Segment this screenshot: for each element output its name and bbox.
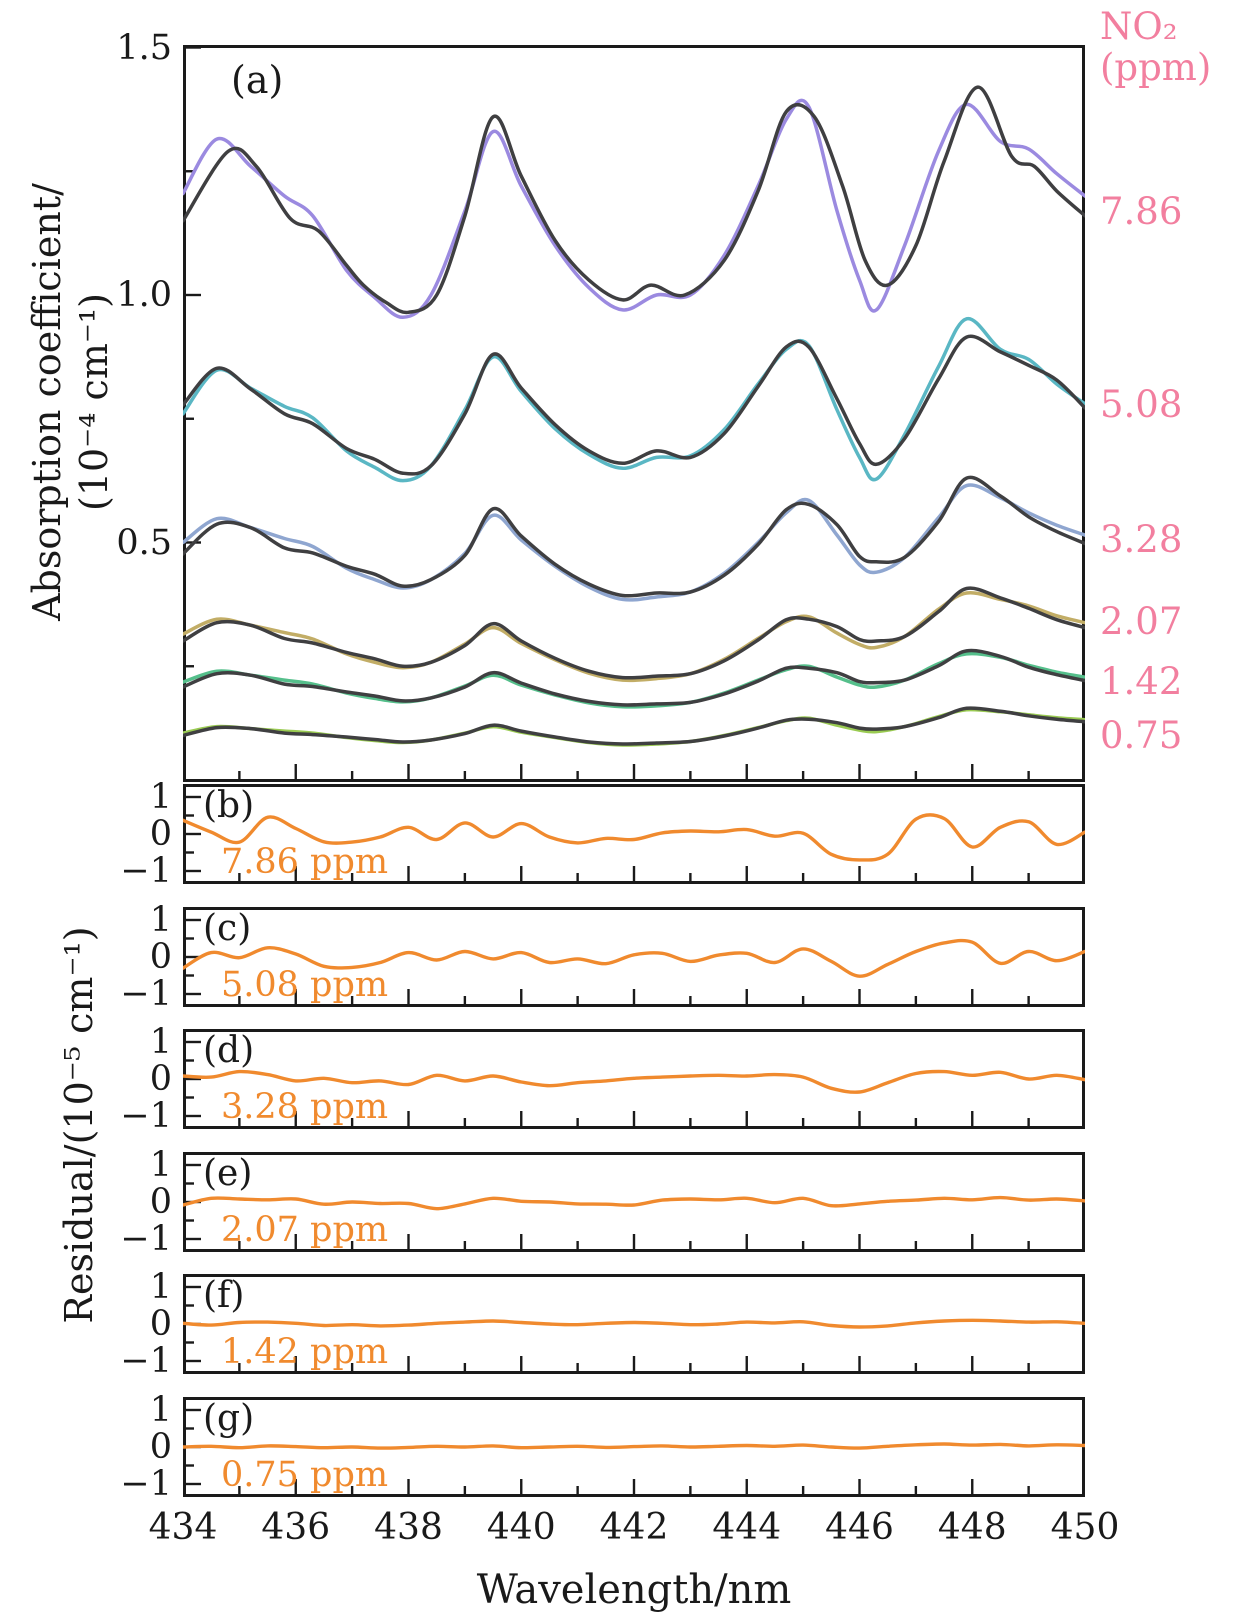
- y-tick-label-residual: 1: [149, 1267, 172, 1308]
- residual-curve-5.08: [183, 938, 1085, 978]
- residual-ppm-label: 7.86 ppm: [221, 842, 389, 882]
- curve-measured-5.08: [183, 334, 1085, 476]
- y-tick-label-residual: 1: [149, 777, 172, 817]
- y-tick-label-residual: 0: [149, 1304, 172, 1345]
- panel-a-letter: (a): [231, 58, 284, 102]
- y-tick-label-residual: 0: [149, 1427, 172, 1467]
- x-tick-label-440: 440: [486, 1507, 556, 1548]
- y-tick-label-a: 1.5: [116, 27, 172, 68]
- y-axis-title-absorption-line2: (10⁻⁴ cm⁻¹): [72, 293, 116, 511]
- residual-curve-2.07: [183, 1195, 1085, 1211]
- curve-measured-3.28: [183, 475, 1085, 598]
- panel-letter: (f): [203, 1275, 245, 1317]
- y-axis-title-absorption-line1: Absorption coefficient/: [25, 183, 69, 621]
- curve-fitted-7.86: [183, 98, 1085, 320]
- residual-ppm-label: 5.08 ppm: [221, 964, 389, 1005]
- y-tick-label-a: 0.5: [116, 522, 172, 563]
- right-legend-header: NO₂ (ppm): [1100, 6, 1211, 88]
- panel-letter: (e): [203, 1152, 253, 1194]
- legend-concentration-1.42: 1.42: [1100, 660, 1183, 703]
- y-tick-label-residual: −1: [120, 973, 172, 1014]
- right-legend-header-line1: NO₂: [1100, 5, 1178, 48]
- y-tick-label-residual: 1: [149, 1022, 172, 1063]
- y-tick-label-residual: 0: [149, 1059, 172, 1100]
- x-tick-label-442: 442: [599, 1507, 669, 1548]
- plot-frame: [183, 45, 1085, 782]
- y-tick-label-residual: −1: [120, 1341, 172, 1382]
- panel-letter: (g): [203, 1398, 255, 1439]
- curve-fitted-5.08: [183, 317, 1085, 483]
- y-axis-title-absorption: Absorption coefficient/ (10⁻⁴ cm⁻¹): [24, 152, 120, 652]
- panel-letter: (d): [203, 1030, 255, 1072]
- legend-concentration-7.86: 7.86: [1100, 190, 1183, 233]
- residual-ppm-label: 2.07 ppm: [221, 1209, 389, 1250]
- x-tick-label-444: 444: [712, 1507, 782, 1548]
- panel-d-residual-plot: [183, 1029, 1085, 1130]
- curve-measured-0.75: [183, 706, 1085, 746]
- curve-fitted-3.28: [183, 483, 1085, 602]
- y-tick-label-residual: −1: [120, 851, 172, 891]
- legend-concentration-5.08: 5.08: [1100, 383, 1183, 426]
- panel-g-residual-plot: [183, 1397, 1085, 1497]
- legend-concentration-3.28: 3.28: [1100, 518, 1183, 561]
- panel-e-residual-plot: [183, 1151, 1085, 1252]
- x-axis-title: Wavelength/nm: [476, 1567, 792, 1613]
- x-tick-label-450: 450: [1050, 1507, 1120, 1548]
- x-tick-label-448: 448: [937, 1507, 1007, 1548]
- residual-ppm-label: 0.75 ppm: [221, 1455, 389, 1495]
- residual-curve-3.28: [183, 1069, 1085, 1095]
- panel-f-residual-plot: [183, 1274, 1085, 1375]
- legend-concentration-0.75: 0.75: [1100, 714, 1183, 757]
- curve-fitted-2.07: [183, 590, 1085, 683]
- curve-measured-7.86: [183, 85, 1085, 315]
- legend-concentration-2.07: 2.07: [1100, 600, 1183, 643]
- x-tick-label-436: 436: [261, 1507, 331, 1548]
- right-legend-header-line2: (ppm): [1100, 46, 1212, 89]
- y-tick-label-residual: 0: [149, 814, 172, 854]
- residual-curve-1.42: [183, 1318, 1085, 1330]
- y-tick-label-residual: 1: [149, 1390, 172, 1430]
- panel-b-residual-plot: [183, 784, 1085, 884]
- panel-letter: (b): [203, 785, 255, 826]
- x-tick-label-446: 446: [825, 1507, 894, 1548]
- y-tick-label-residual: 0: [149, 1181, 172, 1222]
- y-tick-label-residual: −1: [120, 1096, 172, 1137]
- residual-ppm-label: 1.42 ppm: [221, 1332, 389, 1373]
- panel-letter: (c): [203, 907, 252, 949]
- x-tick-label-434: 434: [148, 1507, 218, 1548]
- plot-frame: [183, 906, 1085, 1007]
- curve-measured-1.42: [183, 648, 1085, 707]
- y-tick-label-a: 1.0: [116, 275, 172, 315]
- y-tick-label-residual: −1: [120, 1218, 172, 1259]
- y-tick-label-residual: 0: [149, 936, 172, 977]
- residual-ppm-label: 3.28 ppm: [221, 1087, 389, 1128]
- panel-a-spectra-plot: [183, 45, 1085, 782]
- y-tick-label-residual: 1: [149, 1144, 172, 1185]
- residual-curve-0.75: [183, 1442, 1085, 1450]
- y-tick-label-residual: −1: [120, 1464, 172, 1504]
- x-tick-label-438: 438: [374, 1507, 443, 1548]
- curve-measured-2.07: [183, 586, 1085, 680]
- y-tick-label-residual: 1: [149, 899, 172, 940]
- panel-c-residual-plot: [183, 906, 1085, 1007]
- residual-curve-7.86: [183, 813, 1085, 862]
